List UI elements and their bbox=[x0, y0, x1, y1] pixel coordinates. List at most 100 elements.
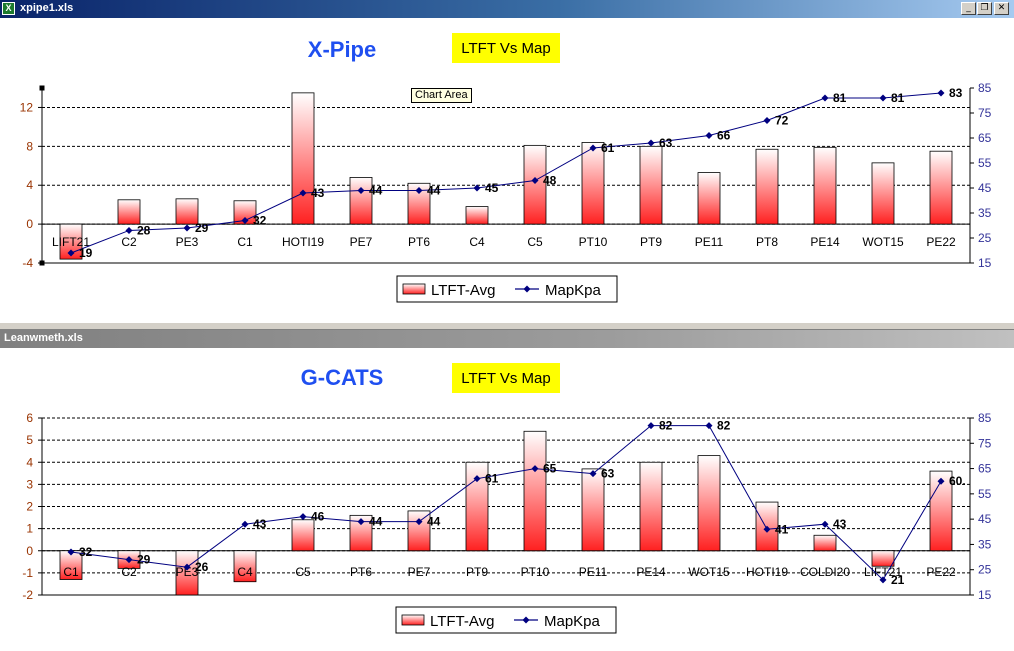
category-label: HOTI19 bbox=[746, 565, 788, 579]
bar-ltft-PT10[interactable] bbox=[523, 430, 547, 552]
marker-mapkpa-PT6[interactable] bbox=[357, 518, 365, 526]
data-label-mapkpa: 45 bbox=[485, 181, 499, 195]
category-label: PE14 bbox=[636, 565, 666, 579]
bar-ltft-C5[interactable] bbox=[291, 519, 315, 552]
data-label-mapkpa: 44 bbox=[427, 515, 441, 529]
bar-ltft-WOT15[interactable] bbox=[697, 455, 721, 552]
category-label: C4 bbox=[237, 565, 253, 579]
window-titlebar[interactable]: X xpipe1.xls _ ❐ ✕ bbox=[0, 0, 1014, 18]
marker-mapkpa-C1[interactable] bbox=[67, 548, 75, 556]
marker-mapkpa-PT9[interactable] bbox=[473, 475, 481, 483]
bar-ltft-C4[interactable] bbox=[233, 550, 257, 583]
bar-ltft-PE14[interactable] bbox=[639, 461, 663, 552]
bar-ltft-HOTI19[interactable] bbox=[291, 92, 315, 225]
subtitle-badge bbox=[452, 33, 560, 63]
bar-ltft-PE22[interactable] bbox=[929, 150, 953, 225]
bar-ltft-PT10[interactable] bbox=[581, 142, 605, 225]
window-splitter[interactable] bbox=[0, 322, 1014, 330]
marker-mapkpa-PE3[interactable] bbox=[183, 224, 191, 232]
selection-handle[interactable] bbox=[39, 85, 45, 91]
bar-ltft-C4[interactable] bbox=[465, 206, 489, 225]
marker-mapkpa-PE14[interactable] bbox=[821, 94, 829, 102]
left-tick-label: 12 bbox=[20, 100, 34, 114]
bar-ltft-PT6[interactable] bbox=[349, 514, 373, 552]
legend-swatch-ltft bbox=[401, 614, 425, 626]
data-label-mapkpa: 43 bbox=[253, 517, 267, 531]
bar-ltft-WOT15[interactable] bbox=[871, 162, 895, 225]
left-tick-label: 2 bbox=[26, 500, 33, 514]
bar-ltft-PE3[interactable] bbox=[175, 550, 199, 596]
category-label: PT9 bbox=[640, 235, 662, 249]
bar-ltft-PT6[interactable] bbox=[407, 182, 431, 225]
bar-ltft-C2[interactable] bbox=[117, 199, 141, 225]
bar-ltft-COLDI20[interactable] bbox=[813, 534, 837, 552]
marker-mapkpa-PE22[interactable] bbox=[937, 89, 945, 97]
bar-ltft-PE11[interactable] bbox=[581, 468, 605, 552]
bar-ltft-PT9[interactable] bbox=[465, 461, 489, 552]
legend[interactable] bbox=[395, 606, 617, 634]
marker-mapkpa-HOTI19[interactable] bbox=[299, 189, 307, 197]
marker-mapkpa-PE3[interactable] bbox=[183, 563, 191, 571]
window-title: xpipe1.xls bbox=[20, 2, 74, 14]
bar-ltft-PE14[interactable] bbox=[813, 146, 837, 225]
close-button[interactable]: ✕ bbox=[994, 2, 1009, 15]
left-tick-label: 6 bbox=[26, 411, 33, 425]
category-label: PE3 bbox=[176, 565, 199, 579]
data-label-mapkpa: 44 bbox=[369, 184, 383, 198]
bar-ltft-PE11[interactable] bbox=[697, 172, 721, 225]
chart-area-gcats[interactable]: G-CATS LTFT Vs Map-2-10123456152535455565… bbox=[0, 330, 1014, 651]
data-label-mapkpa: 72 bbox=[775, 114, 789, 128]
chart-title: X-Pipe bbox=[308, 37, 376, 62]
marker-mapkpa-PE14[interactable] bbox=[647, 422, 655, 430]
workbook-window-xpipe[interactable]: X xpipe1.xls _ ❐ ✕ X-Pipe LTFT Vs Map -4 0 4… bbox=[0, 0, 1014, 322]
marker-mapkpa-COLDI20[interactable] bbox=[821, 520, 829, 528]
bar-ltft-C5[interactable] bbox=[523, 144, 547, 225]
marker-mapkpa-PT10[interactable] bbox=[531, 465, 539, 473]
chart-area-xpipe[interactable]: X-Pipe LTFT Vs Map-4048121525354555657585… bbox=[0, 0, 1014, 322]
marker-mapkpa-LIFT21[interactable] bbox=[879, 576, 887, 584]
category-label: PE11 bbox=[579, 565, 608, 579]
marker-mapkpa-HOTI19[interactable] bbox=[763, 525, 771, 533]
marker-mapkpa-C2[interactable] bbox=[125, 556, 133, 564]
chart-title: G-CATS bbox=[301, 365, 384, 390]
data-label-mapkpa: 43 bbox=[311, 186, 325, 200]
legend-label-ltft: LTFT-Avg bbox=[431, 282, 495, 299]
restore-button[interactable]: ❐ bbox=[977, 2, 992, 15]
bar-ltft-LIFT21[interactable] bbox=[871, 550, 895, 567]
marker-mapkpa-PE22[interactable] bbox=[937, 477, 945, 485]
marker-mapkpa-C2[interactable] bbox=[125, 227, 133, 234]
bar-ltft-PE3[interactable] bbox=[175, 198, 199, 225]
legend[interactable] bbox=[396, 275, 618, 303]
selection-handle[interactable] bbox=[39, 260, 45, 266]
right-tick-label: 35 bbox=[978, 537, 992, 551]
marker-mapkpa-C4[interactable] bbox=[241, 520, 249, 528]
data-label-mapkpa: 29 bbox=[137, 553, 151, 567]
marker-mapkpa-PE11[interactable] bbox=[589, 470, 597, 478]
marker-mapkpa-PT6[interactable] bbox=[415, 187, 423, 194]
bar-ltft-PT9[interactable] bbox=[639, 145, 663, 225]
data-label-mapkpa: 21 bbox=[891, 573, 905, 587]
left-tick-label: -2 bbox=[22, 588, 33, 602]
bar-ltft-PE7[interactable] bbox=[349, 177, 373, 225]
marker-mapkpa-PE11[interactable] bbox=[705, 132, 713, 139]
marker-mapkpa-WOT15[interactable] bbox=[879, 94, 887, 102]
marker-mapkpa-C1[interactable] bbox=[241, 217, 249, 224]
marker-mapkpa-PE7[interactable] bbox=[357, 187, 365, 194]
category-label: PT10 bbox=[521, 565, 550, 579]
marker-mapkpa-PT9[interactable] bbox=[647, 139, 655, 147]
workbook-window-leanwmeth[interactable]: Leanwmeth.xls G-CATS LTFT Vs Map -2 -1 0 1 2 3 4… bbox=[0, 330, 1014, 651]
bar-ltft-PT8[interactable] bbox=[755, 148, 779, 225]
minimize-button[interactable]: _ bbox=[961, 2, 976, 15]
marker-mapkpa-C5[interactable] bbox=[299, 513, 307, 521]
marker-mapkpa-PT10[interactable] bbox=[589, 144, 597, 152]
bar-ltft-PE7[interactable] bbox=[407, 510, 431, 552]
marker-mapkpa-C4[interactable] bbox=[473, 184, 481, 192]
marker-mapkpa-C5[interactable] bbox=[531, 177, 539, 184]
marker-mapkpa-PE7[interactable] bbox=[415, 518, 423, 526]
marker-mapkpa-WOT15[interactable] bbox=[705, 422, 713, 430]
window-titlebar[interactable]: Leanwmeth.xls bbox=[0, 330, 1014, 348]
data-label-mapkpa: 19 bbox=[79, 246, 93, 260]
marker-mapkpa-PT8[interactable] bbox=[763, 117, 771, 124]
marker-mapkpa-LIFT21[interactable] bbox=[67, 249, 75, 257]
left-tick-label: 5 bbox=[26, 433, 33, 447]
